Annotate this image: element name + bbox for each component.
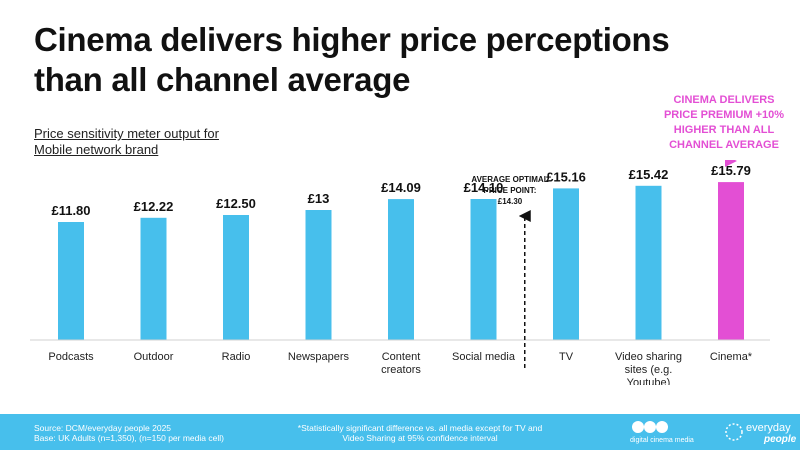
bar-7 [635, 185, 662, 340]
value-label-3: £13 [308, 191, 330, 206]
category-label-1-line-0: Outdoor [134, 351, 174, 363]
chart-subtitle-line-2: Mobile network brand [34, 142, 159, 157]
category-label-3-line-0: Newspapers [288, 351, 350, 363]
dcm-logo-text: digital cinema media [630, 437, 694, 444]
category-label-8-line-0: Cinema* [710, 351, 753, 363]
note-line-2: Video Sharing at 95% confidence interval [342, 433, 498, 443]
dcm-logo: digital cinema media [630, 418, 720, 446]
chart-subtitle-line-1: Price sensitivity meter output for [34, 126, 219, 141]
category-label-6-line-0: TV [559, 351, 574, 363]
source-line-1: Source: DCM/everyday people 2025 [34, 423, 172, 433]
value-label-7: £15.42 [629, 167, 669, 182]
callout-line-1: CINEMA DELIVERS [673, 94, 775, 106]
category-label-0-line-0: Podcasts [48, 351, 94, 363]
cinema-premium-callout: CINEMA DELIVERS PRICE PREMIUM +10% HIGHE… [650, 93, 798, 153]
value-label-1: £12.22 [134, 199, 174, 214]
average-label-line-1: AVERAGE OPTIMAL [471, 175, 549, 184]
callout-line-4: CHANNEL AVERAGE [669, 139, 779, 151]
value-label-0: £11.80 [51, 203, 90, 218]
value-label-6: £15.16 [546, 169, 586, 184]
bar-4 [388, 199, 414, 340]
average-label-line-3: £14.30 [497, 197, 523, 206]
average-label-line-2: PRICE POINT: [483, 186, 537, 195]
bar-1 [140, 217, 167, 340]
bar-2 [223, 215, 249, 340]
bar-chart: £11.80 Podcasts £12.22 Outdoor £12.50 Radio £1… [30, 160, 770, 385]
category-label-7-line-2: Youtube) [627, 377, 671, 385]
callout-line-3: HIGHER THAN ALL [673, 124, 775, 136]
people-logo-text: people [764, 434, 797, 445]
value-label-8: £15.79 [711, 163, 751, 178]
note-line-1: *Statistically significant difference vs… [297, 423, 543, 433]
bar-6 [553, 188, 579, 340]
source-line-2: Base: UK Adults (n=1,350), (n=150 per me… [34, 433, 224, 443]
page-title: Cinema delivers higher price perceptions… [34, 21, 670, 98]
chart-subtitle: Price sensitivity meter output for Mobil… [34, 126, 219, 158]
bar-3 [305, 210, 332, 340]
value-label-5: £14.10 [464, 180, 504, 195]
bar-5 [470, 199, 497, 340]
source-note: Source: DCM/everyday people 2025 Base: U… [34, 423, 224, 443]
everyday-logo-text: everyday [746, 422, 791, 434]
bar-8 [718, 182, 744, 340]
everyday-people-logo: everyday people [724, 418, 796, 446]
average-price-label: AVERAGE OPTIMAL PRICE POINT: £14.30 [455, 174, 565, 207]
category-label-2-line-0: Radio [222, 351, 251, 363]
value-label-4: £14.09 [381, 180, 421, 195]
category-label-7-line-0: Video sharing [615, 351, 682, 363]
category-label-4-line-1: creators [381, 364, 421, 376]
category-label-4-line-0: Content [382, 351, 421, 363]
dcm-logo-icon [632, 421, 668, 433]
category-label-7-line-1: sites (e.g. [625, 364, 673, 376]
callout-line-2: PRICE PREMIUM +10% [663, 109, 785, 121]
footer-bar: Source: DCM/everyday people 2025 Base: U… [0, 414, 800, 450]
category-label-5-line-0: Social media [452, 351, 516, 363]
significance-note: *Statistically significant difference vs… [270, 423, 570, 443]
everyday-people-logo-icon [725, 423, 743, 441]
bar-0 [58, 222, 84, 340]
value-label-2: £12.50 [216, 196, 256, 211]
